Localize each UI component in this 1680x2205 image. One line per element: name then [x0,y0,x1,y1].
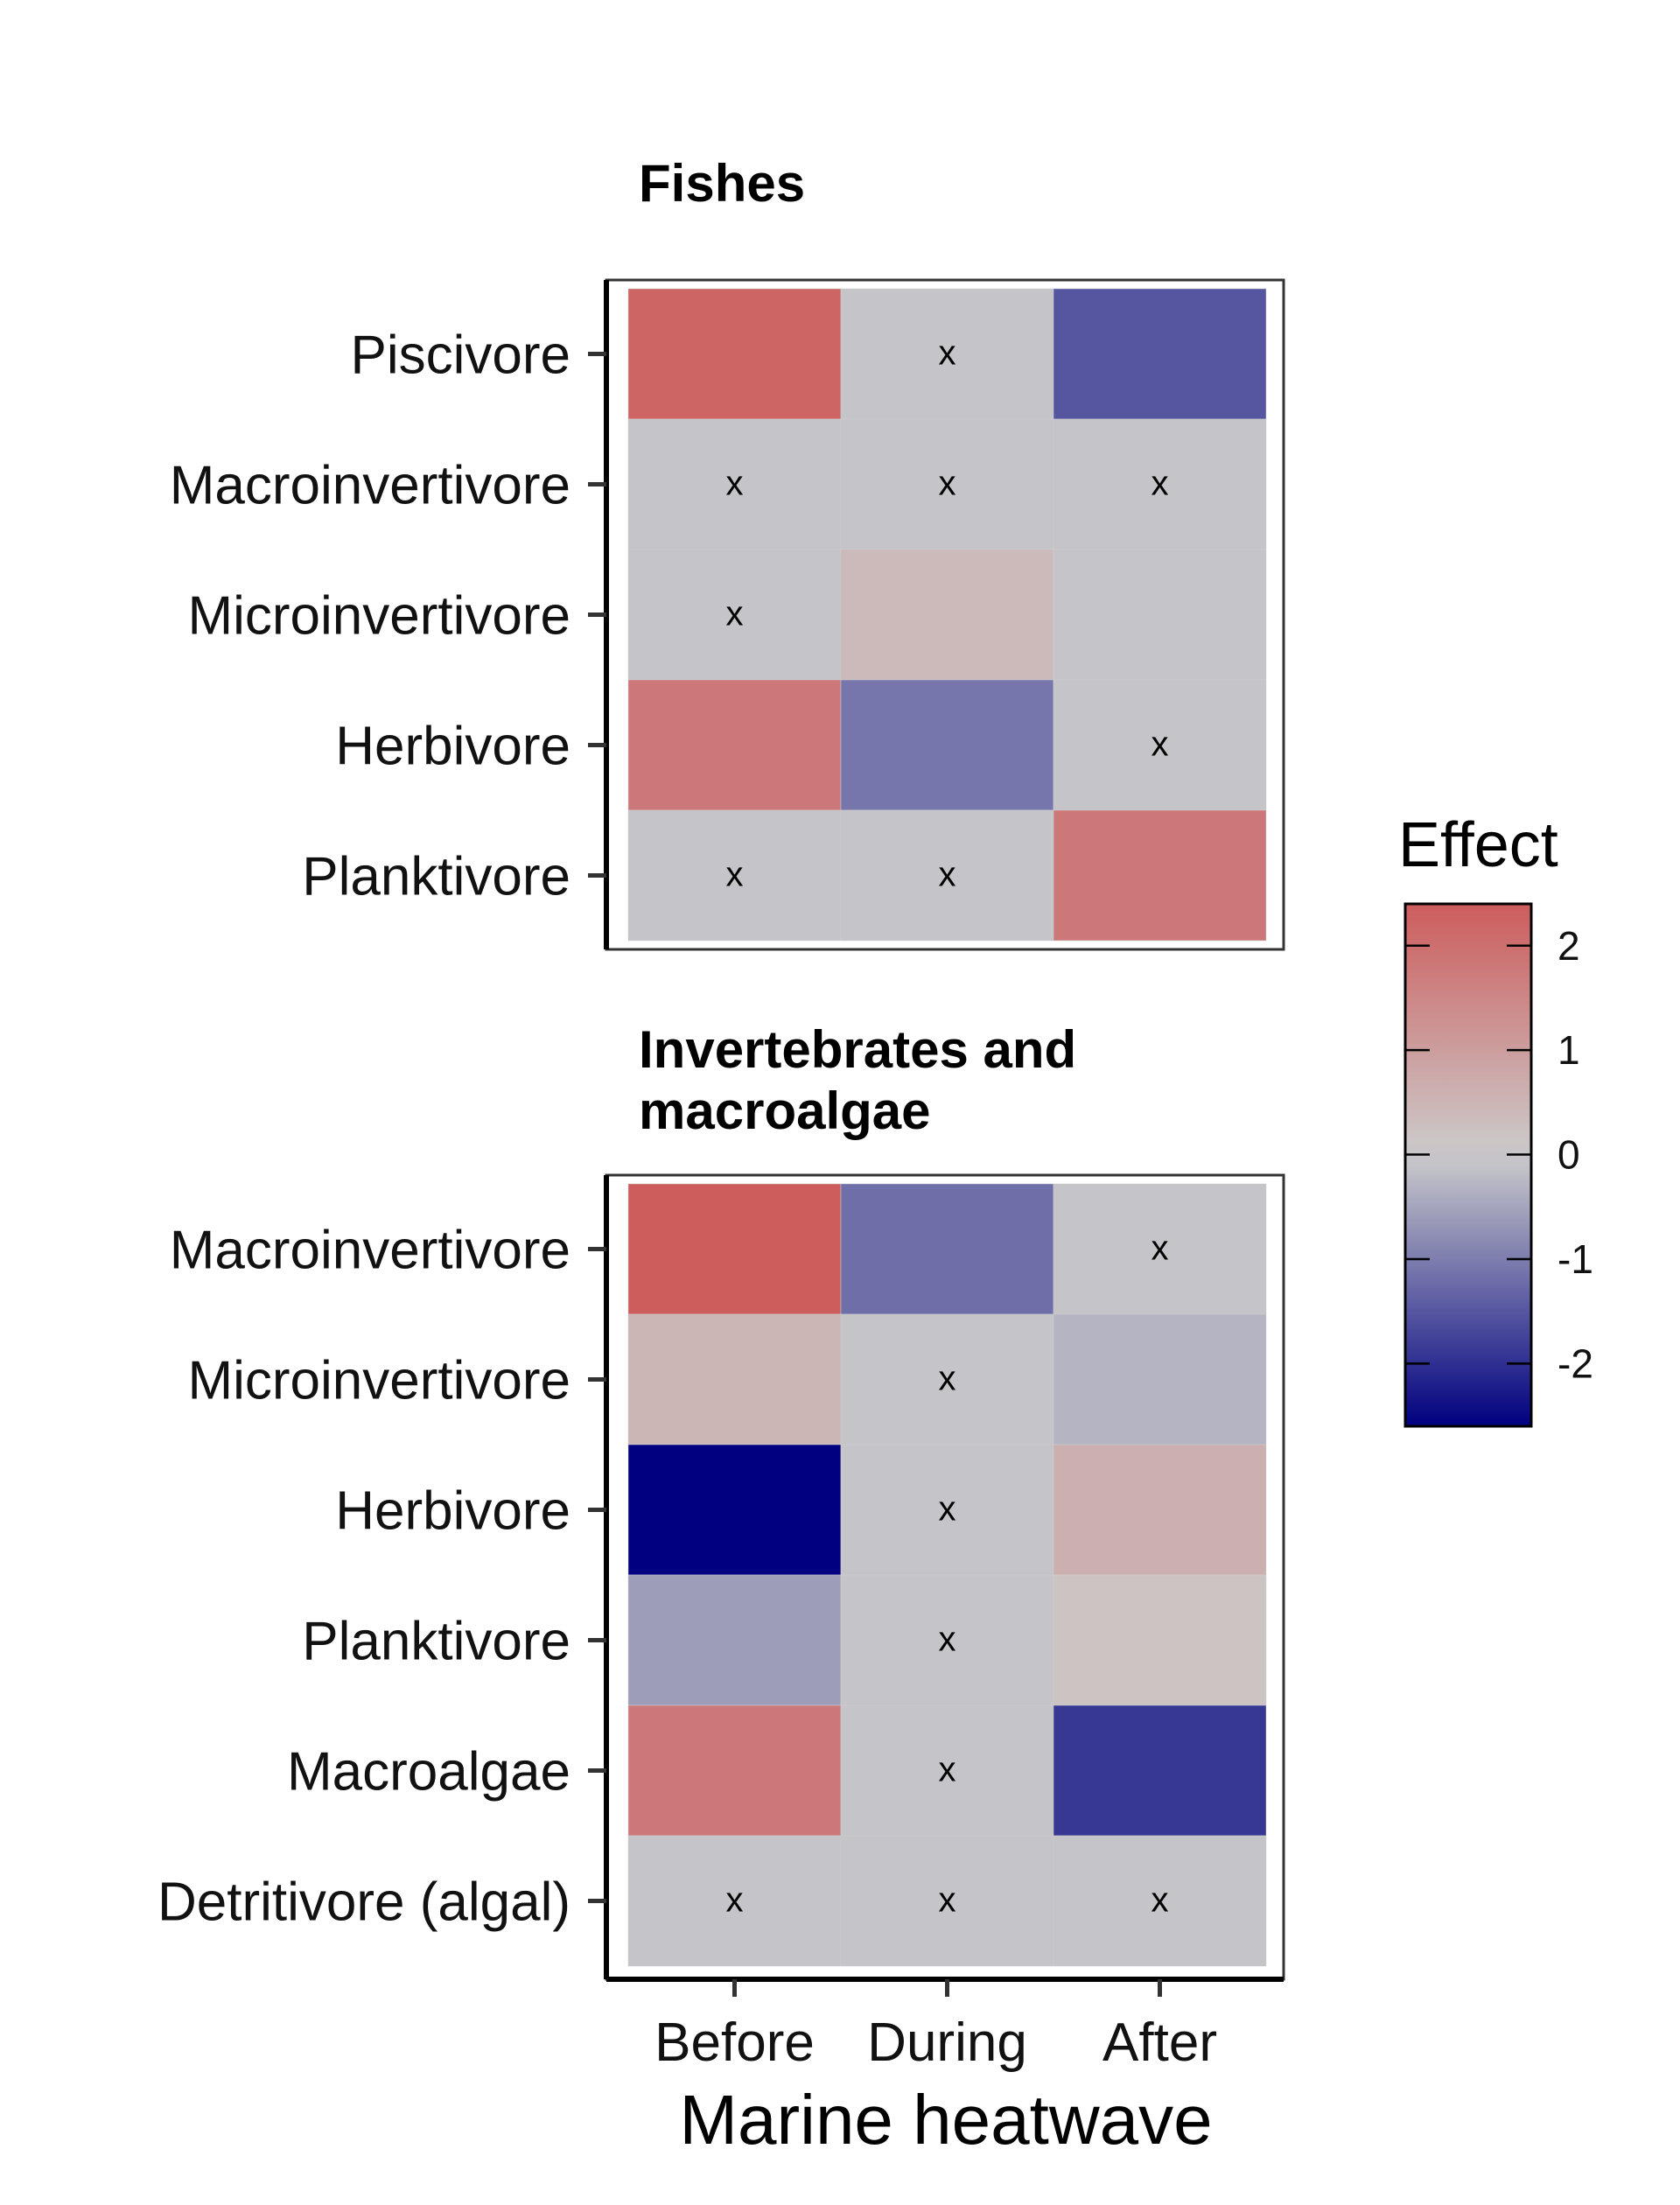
heatmap-cell [1053,1183,1267,1315]
heatmap-cell [840,418,1054,550]
x-axis-title: Marine heatwave [679,2081,1212,2159]
nonsignificant-mark: x [726,1881,744,1920]
nonsignificant-mark: x [939,1620,956,1659]
heatmap-cell [627,1704,842,1837]
heatmap-cell [627,1835,842,1967]
x-tick-label: During [867,2012,1027,2073]
x-tick-label: After [1102,2012,1217,2073]
heatmap-cell [627,549,842,681]
nonsignificant-mark: x [726,856,744,894]
heatmap-cell [840,1183,1054,1315]
row-label: Macroinvertivore [170,456,570,516]
heatmap-cell [1053,1574,1267,1706]
row-label: Herbivore [335,717,570,777]
nonsignificant-mark: x [939,1751,956,1789]
heatmap-cell [627,288,842,420]
heatmap-cell [1053,1313,1267,1446]
nonsignificant-mark: x [939,334,956,373]
nonsignificant-mark: x [1152,1881,1169,1920]
legend-colorbar [1404,902,1533,1428]
heatmap-cell [1053,549,1267,681]
heatmap-cell [840,679,1054,811]
heatmap-cell [840,1574,1054,1706]
heatmap-cell [627,679,842,811]
row-label: Microinvertivore [187,1351,570,1411]
nonsignificant-mark: x [726,595,744,634]
nonsignificant-mark: x [1152,465,1169,503]
legend-tick-label: 0 [1558,1132,1580,1178]
row-label: Planktivore [302,847,570,907]
panel-title-invertebrates-line1: Invertebrates and [639,1020,1076,1079]
heatmap-cell [1053,809,1267,942]
heatmap-cell [840,288,1054,420]
heatmap-cell [1053,1704,1267,1837]
nonsignificant-mark: x [939,1360,956,1398]
heatmap-cell [840,549,1054,681]
row-label: Macroinvertivore [170,1221,570,1281]
panel-title-fishes: Fishes [639,154,805,213]
heatmap-cell [1053,288,1267,420]
panel-title-invertebrates-line2: macroalgae [639,1082,931,1140]
legend-tick-label: -2 [1558,1340,1593,1386]
row-label: Detritivore (algal) [158,1872,570,1933]
legend-title: Effect [1398,810,1558,880]
nonsignificant-mark: x [939,856,956,894]
nonsignificant-mark: x [726,465,744,503]
heatmap-cell [627,1313,842,1446]
heatmap-cell [1053,679,1267,811]
row-label: Herbivore [335,1481,570,1542]
legend-tick-label: 2 [1558,923,1580,969]
legend-tick-label: -1 [1558,1236,1593,1282]
heatmap-cell [1053,1835,1267,1967]
legend-tick-label: 1 [1558,1027,1580,1073]
heatmap-cell [1053,1444,1267,1576]
row-label: Macroalgae [287,1742,570,1802]
row-label: Piscivore [350,326,570,386]
heatmap-cell [627,809,842,942]
heatmap-cell [840,809,1054,942]
x-tick-label: Before [654,2012,815,2073]
heatmap-cell [840,1704,1054,1837]
nonsignificant-mark: x [939,1490,956,1529]
heatmap-cell [840,1444,1054,1576]
heatmap-cell [627,1444,842,1576]
nonsignificant-mark: x [939,1881,956,1920]
heatmap-cell [627,1574,842,1706]
row-label: Microinvertivore [187,586,570,647]
heatmap-cell [627,1183,842,1315]
nonsignificant-mark: x [1152,1229,1169,1268]
heatmap-cell [627,418,842,550]
row-label: Planktivore [302,1612,570,1672]
nonsignificant-mark: x [1152,725,1169,764]
heatmap-cell [840,1835,1054,1967]
nonsignificant-mark: x [939,465,956,503]
